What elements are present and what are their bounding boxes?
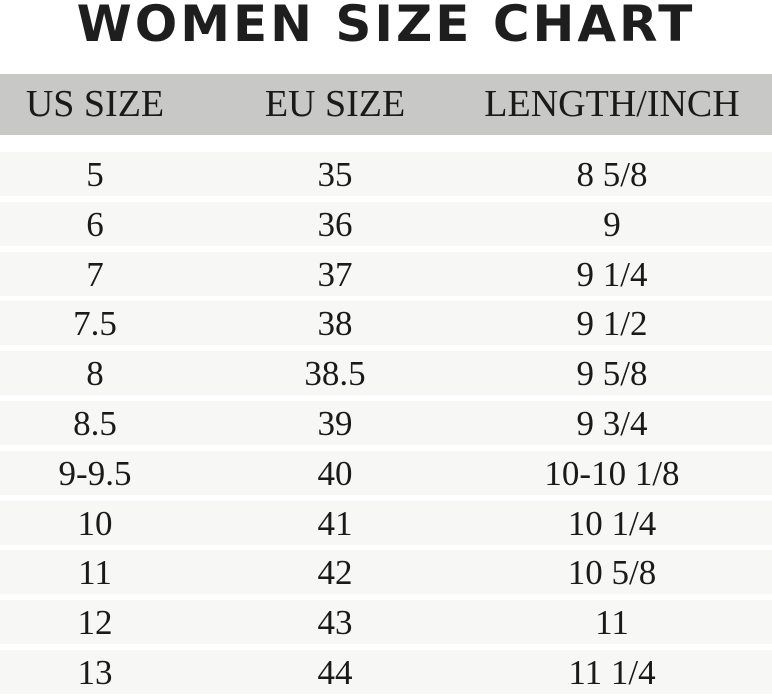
cell-us-size: 5 [86,155,104,194]
page-title: WOMEN SIZE CHART [76,0,696,53]
cell-length: 9 1/4 [576,254,648,294]
header-length: LENGTH/INCH [484,83,740,125]
table-row: 11 42 10 5/8 [0,550,772,595]
cell-length: 9 5/8 [576,354,648,394]
cell-us-size: 13 [77,653,113,692]
cell-length: 10 1/4 [567,503,657,543]
cell-eu-size: 37 [317,254,353,294]
cell-eu-size: 38 [317,304,353,344]
cell-eu-size: 43 [317,603,353,643]
header-us-size: US SIZE [25,83,165,125]
cell-us-size: 9-9.5 [58,453,132,493]
table-header: US SIZE EU SIZE LENGTH/INCH [0,74,772,135]
cell-eu-size: 42 [317,553,353,593]
table-row: 8.5 39 9 3/4 [0,401,772,445]
cell-eu-size: 41 [317,503,353,543]
cell-eu-size: 36 [317,204,353,244]
table-row: 9-9.5 40 10-10 1/8 [0,450,772,495]
cell-us-size: 8 [86,354,104,394]
table-row: 6 36 9 [0,201,772,246]
cell-length: 9 1/2 [576,304,648,344]
table-row: 5 35 8 5/8 [0,152,772,196]
cell-us-size: 10 [77,503,113,543]
cell-us-size: 8.5 [73,404,117,443]
cell-length: 9 3/4 [576,404,648,443]
table-row: 8 38.5 9 5/8 [0,351,772,396]
header-eu-size: EU SIZE [264,83,406,125]
cell-length: 11 1/4 [568,653,656,692]
cell-eu-size: 39 [317,404,353,443]
cell-length: 10-10 1/8 [544,453,680,493]
cell-eu-size: 40 [317,453,353,493]
cell-length: 11 [595,603,629,643]
cell-us-size: 7.5 [73,304,117,344]
cell-length: 9 [603,204,621,244]
cell-us-size: 7 [86,254,104,294]
cell-eu-size: 44 [317,653,353,692]
cell-length: 8 5/8 [576,155,648,194]
table-row: 10 41 10 1/4 [0,500,772,545]
table-row: 13 44 11 1/4 [0,650,772,694]
cell-eu-size: 38.5 [304,354,366,394]
cell-length: 10 5/8 [567,553,657,593]
cell-us-size: 6 [86,204,104,244]
cell-eu-size: 35 [317,155,353,194]
cell-us-size: 12 [77,603,113,643]
table-row: 7 37 9 1/4 [0,251,772,296]
table-row: 12 43 11 [0,600,772,645]
cell-us-size: 11 [78,553,112,593]
table-row: 7.5 38 9 1/2 [0,301,772,346]
